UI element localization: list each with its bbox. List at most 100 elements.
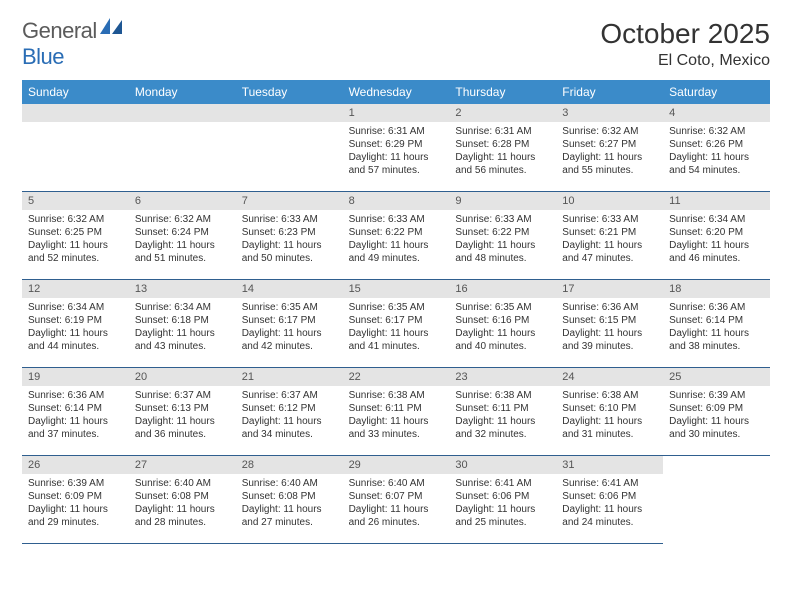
sunrise-line: Sunrise: 6:36 AM: [28, 389, 123, 402]
day-info: Sunrise: 6:33 AMSunset: 6:22 PMDaylight:…: [343, 210, 450, 271]
day-number: 3: [556, 104, 663, 122]
sunrise-line: Sunrise: 6:34 AM: [669, 213, 764, 226]
daylight-line: Daylight: 11 hours and 41 minutes.: [349, 327, 444, 353]
day-info: Sunrise: 6:39 AMSunset: 6:09 PMDaylight:…: [22, 474, 129, 535]
sunset-line: Sunset: 6:26 PM: [669, 138, 764, 151]
sunrise-line: Sunrise: 6:35 AM: [455, 301, 550, 314]
sunrise-line: Sunrise: 6:36 AM: [562, 301, 657, 314]
calendar-cell: 30Sunrise: 6:41 AMSunset: 6:06 PMDayligh…: [449, 456, 556, 544]
calendar-cell: 17Sunrise: 6:36 AMSunset: 6:15 PMDayligh…: [556, 280, 663, 368]
calendar-cell: 2Sunrise: 6:31 AMSunset: 6:28 PMDaylight…: [449, 104, 556, 192]
calendar-cell: 4Sunrise: 6:32 AMSunset: 6:26 PMDaylight…: [663, 104, 770, 192]
calendar-cell: 26Sunrise: 6:39 AMSunset: 6:09 PMDayligh…: [22, 456, 129, 544]
daylight-line: Daylight: 11 hours and 56 minutes.: [455, 151, 550, 177]
sunset-line: Sunset: 6:13 PM: [135, 402, 230, 415]
daylight-line: Daylight: 11 hours and 57 minutes.: [349, 151, 444, 177]
day-number: 12: [22, 280, 129, 298]
day-info: Sunrise: 6:32 AMSunset: 6:26 PMDaylight:…: [663, 122, 770, 183]
sunset-line: Sunset: 6:17 PM: [242, 314, 337, 327]
sunset-line: Sunset: 6:18 PM: [135, 314, 230, 327]
sunset-line: Sunset: 6:06 PM: [455, 490, 550, 503]
sunset-line: Sunset: 6:15 PM: [562, 314, 657, 327]
calendar-cell: 27Sunrise: 6:40 AMSunset: 6:08 PMDayligh…: [129, 456, 236, 544]
sunrise-line: Sunrise: 6:32 AM: [135, 213, 230, 226]
sunrise-line: Sunrise: 6:32 AM: [669, 125, 764, 138]
day-number: 2: [449, 104, 556, 122]
calendar-cell: 22Sunrise: 6:38 AMSunset: 6:11 PMDayligh…: [343, 368, 450, 456]
daylight-line: Daylight: 11 hours and 29 minutes.: [28, 503, 123, 529]
daylight-line: Daylight: 11 hours and 31 minutes.: [562, 415, 657, 441]
calendar-cell: 14 Sunrise: 6:35 AMSunset: 6:17 PMDayligh…: [236, 280, 343, 368]
day-info: Sunrise: 6:36 AMSunset: 6:14 PMDaylight:…: [22, 386, 129, 447]
calendar-cell-empty: [129, 104, 236, 192]
day-number: 7: [236, 192, 343, 210]
sunset-line: Sunset: 6:09 PM: [28, 490, 123, 503]
sunset-line: Sunset: 6:23 PM: [242, 226, 337, 239]
day-number: 16: [449, 280, 556, 298]
calendar-cell: 29Sunrise: 6:40 AMSunset: 6:07 PMDayligh…: [343, 456, 450, 544]
sunrise-line: Sunrise: 6:36 AM: [669, 301, 764, 314]
day-number: 21: [236, 368, 343, 386]
day-info: Sunrise: 6:34 AMSunset: 6:19 PMDaylight:…: [22, 298, 129, 359]
calendar-cell: 10Sunrise: 6:33 AMSunset: 6:21 PMDayligh…: [556, 192, 663, 280]
day-info: Sunrise: 6:31 AMSunset: 6:28 PMDaylight:…: [449, 122, 556, 183]
sunrise-line: Sunrise: 6:39 AM: [28, 477, 123, 490]
sunrise-line: Sunrise: 6:34 AM: [135, 301, 230, 314]
day-info: Sunrise: 6:31 AMSunset: 6:29 PMDaylight:…: [343, 122, 450, 183]
day-header: Sunday: [22, 80, 129, 104]
day-info: Sunrise: 6:32 AMSunset: 6:27 PMDaylight:…: [556, 122, 663, 183]
day-header: Wednesday: [343, 80, 450, 104]
daylight-line: Daylight: 11 hours and 32 minutes.: [455, 415, 550, 441]
day-info: Sunrise: 6:33 AMSunset: 6:21 PMDaylight:…: [556, 210, 663, 271]
daylight-line: Daylight: 11 hours and 27 minutes.: [242, 503, 337, 529]
daylight-line: Daylight: 11 hours and 42 minutes.: [242, 327, 337, 353]
calendar-cell: 13Sunrise: 6:34 AMSunset: 6:18 PMDayligh…: [129, 280, 236, 368]
day-number: 6: [129, 192, 236, 210]
sunrise-line: Sunrise: 6:37 AM: [135, 389, 230, 402]
day-info: Sunrise: 6:33 AMSunset: 6:23 PMDaylight:…: [236, 210, 343, 271]
day-info: Sunrise: 6:37 AMSunset: 6:12 PMDaylight:…: [236, 386, 343, 447]
calendar-cell: 9Sunrise: 6:33 AMSunset: 6:22 PMDaylight…: [449, 192, 556, 280]
day-number: 8: [343, 192, 450, 210]
sunrise-line: Sunrise: 6:31 AM: [455, 125, 550, 138]
sunrise-line: Sunrise: 6:31 AM: [349, 125, 444, 138]
day-info: Sunrise: 6:40 AMSunset: 6:08 PMDaylight:…: [236, 474, 343, 535]
calendar-cell-empty: [236, 104, 343, 192]
daylight-line: Daylight: 11 hours and 54 minutes.: [669, 151, 764, 177]
sunrise-line: Sunrise: 6:35 AM: [242, 301, 337, 314]
sunrise-line: Sunrise: 6:40 AM: [135, 477, 230, 490]
sunrise-line: Sunrise: 6:35 AM: [349, 301, 444, 314]
day-number: 14: [236, 280, 343, 298]
sunrise-line: Sunrise: 6:34 AM: [28, 301, 123, 314]
day-number: 25: [663, 368, 770, 386]
day-info: Sunrise: 6:35 AMSunset: 6:17 PMDaylight:…: [343, 298, 450, 359]
day-info: Sunrise: 6:39 AMSunset: 6:09 PMDaylight:…: [663, 386, 770, 447]
daylight-line: Daylight: 11 hours and 48 minutes.: [455, 239, 550, 265]
sail-icon: [100, 16, 122, 34]
day-number: 30: [449, 456, 556, 474]
day-info: Sunrise: 6:34 AMSunset: 6:20 PMDaylight:…: [663, 210, 770, 271]
day-number: 29: [343, 456, 450, 474]
calendar-body: 1Sunrise: 6:31 AMSunset: 6:29 PMDaylight…: [22, 104, 770, 544]
sunset-line: Sunset: 6:08 PM: [135, 490, 230, 503]
day-number: 17: [556, 280, 663, 298]
sunset-line: Sunset: 6:27 PM: [562, 138, 657, 151]
daylight-line: Daylight: 11 hours and 36 minutes.: [135, 415, 230, 441]
sunset-line: Sunset: 6:21 PM: [562, 226, 657, 239]
sunrise-line: Sunrise: 6:32 AM: [562, 125, 657, 138]
calendar-cell: 25Sunrise: 6:39 AMSunset: 6:09 PMDayligh…: [663, 368, 770, 456]
day-number: 5: [22, 192, 129, 210]
daylight-line: Daylight: 11 hours and 49 minutes.: [349, 239, 444, 265]
day-number: 11: [663, 192, 770, 210]
page-title: October 2025: [600, 18, 770, 50]
day-number: 22: [343, 368, 450, 386]
sunset-line: Sunset: 6:25 PM: [28, 226, 123, 239]
day-info: Sunrise: 6:36 AMSunset: 6:14 PMDaylight:…: [663, 298, 770, 359]
sunset-line: Sunset: 6:07 PM: [349, 490, 444, 503]
calendar-cell: 19Sunrise: 6:36 AMSunset: 6:14 PMDayligh…: [22, 368, 129, 456]
daylight-line: Daylight: 11 hours and 24 minutes.: [562, 503, 657, 529]
day-info: Sunrise: 6:35 AMSunset: 6:16 PMDaylight:…: [449, 298, 556, 359]
day-header: Monday: [129, 80, 236, 104]
sunrise-line: Sunrise: 6:40 AM: [242, 477, 337, 490]
day-number: 31: [556, 456, 663, 474]
